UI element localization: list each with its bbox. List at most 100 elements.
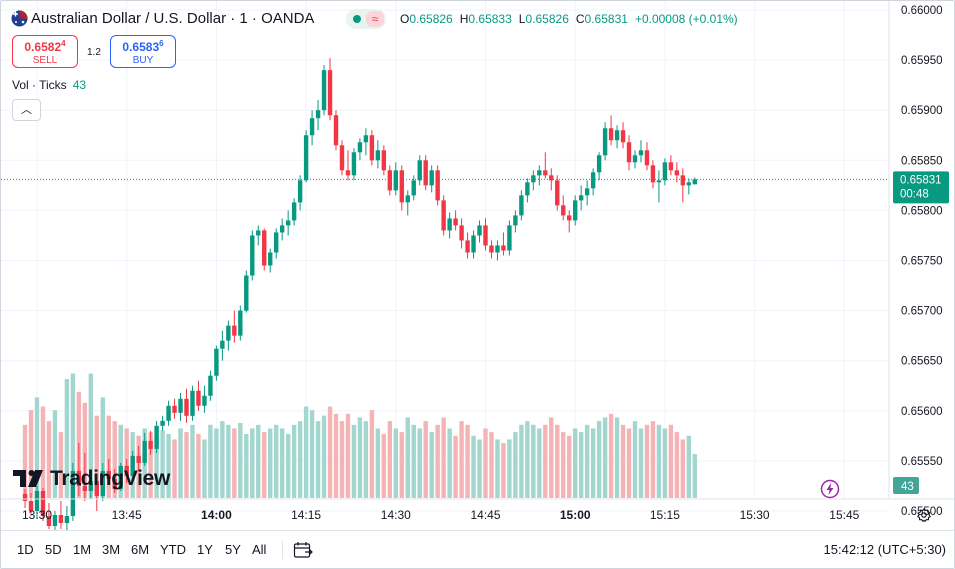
collapse-legend-button[interactable]: ︿: [12, 99, 41, 121]
timeframe-5y[interactable]: 5Y: [225, 542, 241, 557]
high-label: H: [459, 12, 469, 26]
time-axis-label: 15:45: [829, 508, 859, 522]
timeframe-1y[interactable]: 1Y: [197, 542, 213, 557]
volume-bar: [531, 424, 536, 498]
price-chart[interactable]: 0.66000 0.65950 0.65900 0.65850 0.65800 0.657…: [1, 1, 954, 530]
volume-bar: [561, 432, 566, 498]
volume-bar: [668, 424, 674, 498]
volume-legend[interactable]: Vol · Ticks 43: [12, 78, 86, 92]
candle-body: [226, 325, 231, 341]
volume-bar: [154, 435, 159, 498]
candle-body: [279, 225, 285, 233]
candle-body: [381, 150, 387, 171]
market-status-indicator[interactable]: ≈: [346, 9, 386, 29]
buy-button[interactable]: 0.65836 BUY: [110, 35, 176, 68]
volume-bar: [638, 428, 644, 498]
volume-badge-value: 43: [901, 481, 914, 493]
volume-bar: [596, 421, 602, 498]
candle-body: [58, 515, 64, 524]
time-axis[interactable]: 13:30 13:45 14:00 14:15 14:30 14:45 15:00 15:15…: [22, 508, 860, 522]
volume-bar: [501, 443, 506, 498]
volume-bar: [650, 421, 656, 498]
timeframe-ytd[interactable]: YTD: [160, 542, 186, 557]
volume-bar: [88, 373, 94, 498]
timeframe-1d[interactable]: 1D: [17, 542, 34, 557]
volume-bar: [459, 421, 464, 498]
candle-body: [363, 135, 369, 143]
volume-bar: [441, 417, 446, 498]
candle-body: [34, 490, 40, 511]
volume-bar: [387, 421, 393, 498]
candle-body: [483, 225, 488, 246]
low-value: 0.65826: [525, 12, 569, 26]
candle-body: [531, 175, 536, 183]
timeframe-1m[interactable]: 1M: [73, 542, 92, 557]
buy-price-main: 0.6583: [122, 40, 160, 54]
candle-body: [351, 152, 357, 176]
volume-bar: [680, 439, 686, 498]
volume-bar: [549, 417, 554, 498]
candle-body: [543, 170, 548, 176]
sell-button[interactable]: 0.65824 SELL: [12, 35, 78, 68]
volume-bar: [429, 432, 434, 498]
candle-body: [525, 182, 530, 196]
candle-body: [106, 470, 111, 479]
close-value: 0.65831: [584, 12, 628, 26]
candle-body: [405, 195, 410, 203]
candle-body: [70, 470, 76, 517]
volume-bar: [345, 413, 351, 498]
timeframe-5d[interactable]: 5D: [45, 542, 62, 557]
candle-body: [309, 118, 315, 136]
price-axis[interactable]: 0.66000 0.65950 0.65900 0.65850 0.65800 0.657…: [901, 5, 943, 530]
candle-body: [244, 275, 249, 311]
candle-body: [196, 390, 201, 406]
volume-bar: [447, 428, 452, 498]
volume-bar: [196, 433, 201, 498]
candle-body: [345, 170, 351, 176]
volume-bar: [584, 424, 590, 498]
price-axis-label: 0.65750: [901, 256, 943, 268]
candle-body: [94, 480, 99, 496]
volume-bar: [477, 439, 482, 498]
candle-body: [202, 395, 207, 406]
buy-price: 0.65836: [111, 39, 175, 54]
volume-bar: [250, 428, 255, 498]
timeframe-3m[interactable]: 3M: [102, 542, 121, 557]
candle-body: [555, 180, 560, 206]
candle-body: [561, 205, 566, 216]
symbol-title[interactable]: Australian Dollar / U.S. Dollar · 1 · OA…: [31, 10, 315, 27]
candle-body: [184, 398, 189, 416]
lightning-icon[interactable]: [820, 479, 840, 499]
chevron-up-icon: ︿: [21, 104, 32, 116]
candle-body: [578, 195, 584, 201]
ohlc-legend: O0.65826 H0.65833 L0.65826 C0.65831 +0.00008…: [400, 12, 745, 26]
volume-bar: [357, 417, 363, 498]
candle-body: [100, 470, 105, 496]
volume-bar: [495, 439, 500, 498]
candle-body: [573, 200, 578, 221]
volume-bar: [118, 424, 123, 498]
candle-body: [620, 130, 626, 143]
clock-timezone[interactable]: 15:42:12 (UTC+5:30): [823, 542, 946, 557]
price-axis-label: 0.65700: [901, 306, 943, 318]
volume-bar: [262, 432, 267, 498]
open-label: O: [400, 12, 410, 26]
time-axis-label: 14:45: [470, 508, 500, 522]
time-axis-label: 13:30: [22, 508, 52, 522]
candle-body: [668, 162, 674, 171]
volume-bar: [405, 417, 410, 498]
volume-bar: [28, 410, 34, 498]
volume-bar: [483, 428, 488, 498]
volume-bar: [327, 406, 333, 498]
time-axis-label: 15:00: [560, 508, 591, 522]
timeframe-6m[interactable]: 6M: [131, 542, 150, 557]
candle-body: [190, 390, 195, 416]
volume-bar: [339, 421, 345, 498]
date-range-icon[interactable]: [293, 541, 313, 559]
sell-price: 0.65824: [13, 39, 77, 54]
open-value: 0.65826: [409, 12, 453, 26]
timeframe-all[interactable]: All: [252, 542, 267, 557]
settings-icon[interactable]: [916, 507, 932, 523]
price-axis-label: 0.66000: [901, 5, 943, 17]
candle-body: [166, 405, 171, 421]
